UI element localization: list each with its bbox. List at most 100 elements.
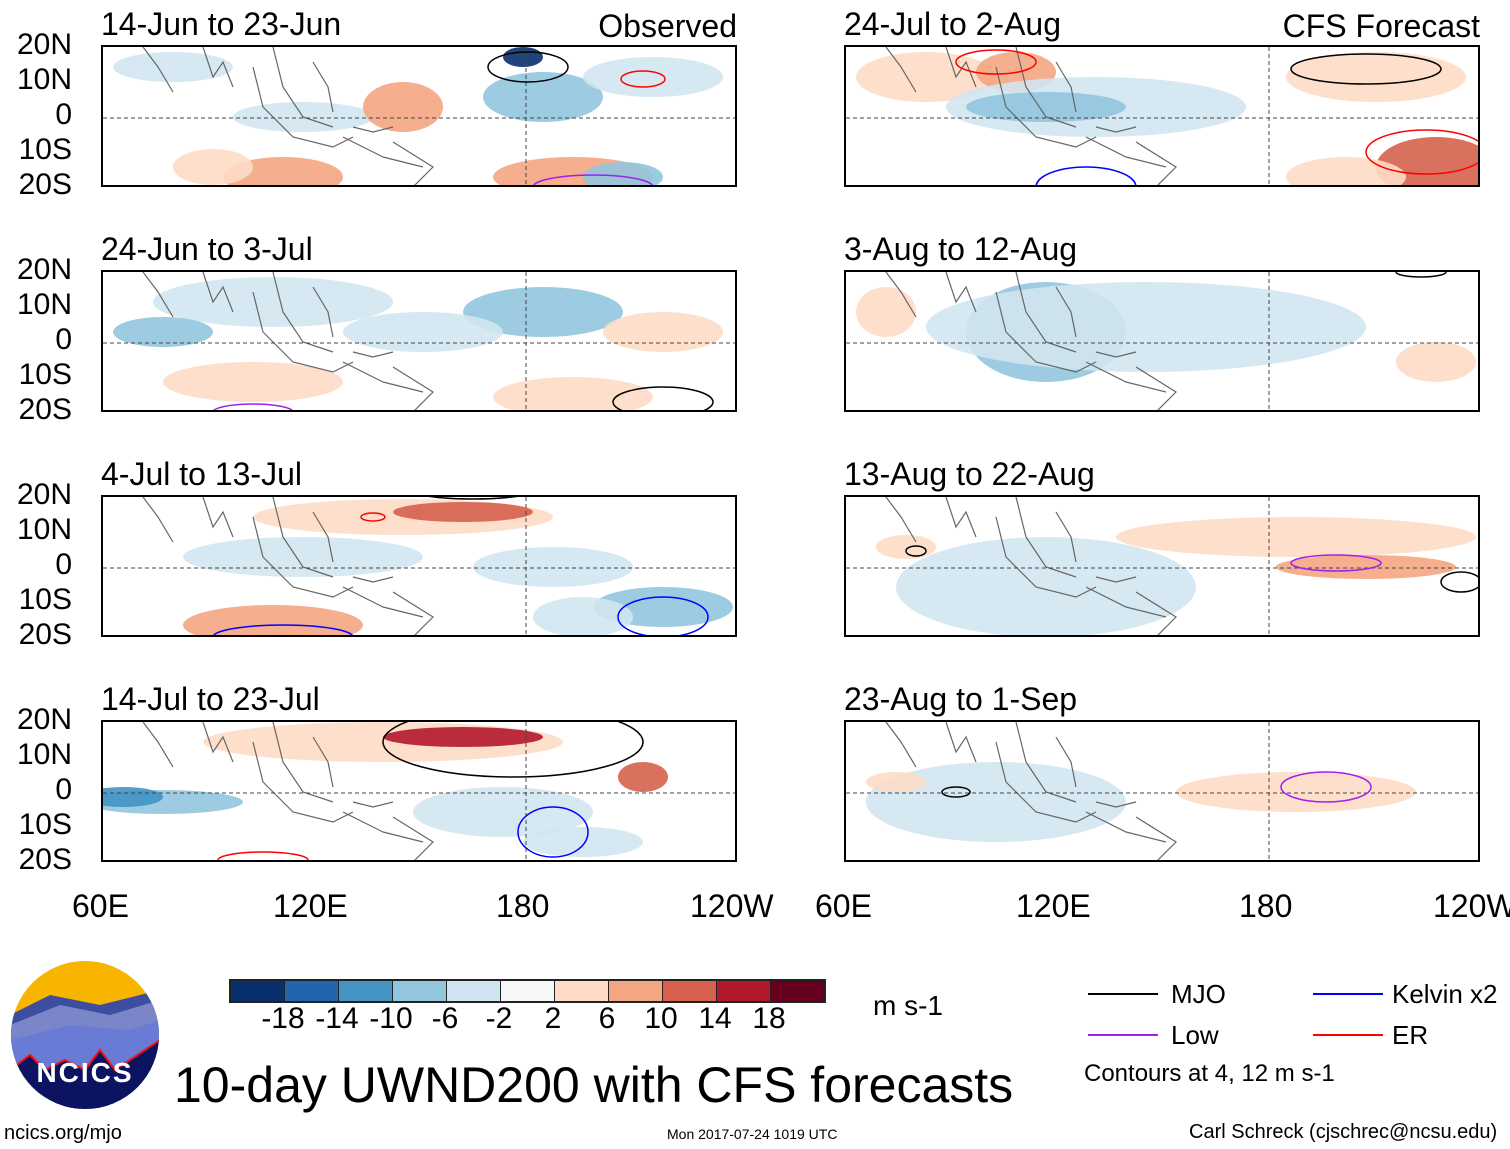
coastline bbox=[142, 497, 434, 635]
anomaly-region bbox=[503, 47, 543, 67]
lon-tick: 120E bbox=[1016, 888, 1091, 924]
lat-tick: 0 bbox=[55, 548, 72, 581]
coastline bbox=[142, 722, 434, 860]
coastline bbox=[142, 272, 434, 410]
anomaly-region bbox=[896, 537, 1196, 635]
lon-tick: 180 bbox=[1239, 888, 1293, 924]
panel-tag: CFS Forecast bbox=[1282, 8, 1480, 44]
contour bbox=[517, 806, 589, 858]
anomaly-region bbox=[1176, 772, 1416, 812]
ncics-logo: NCICS bbox=[11, 961, 159, 1109]
anomaly-region bbox=[363, 82, 443, 132]
anomaly-region bbox=[856, 287, 916, 337]
colorbar-swatch bbox=[609, 981, 663, 1001]
anomaly-region bbox=[113, 317, 213, 347]
anomaly-region bbox=[1276, 555, 1456, 579]
contour bbox=[1440, 571, 1478, 593]
timestamp: Mon 2017-07-24 1019 UTC bbox=[667, 1126, 838, 1142]
lat-tick: 20S bbox=[18, 618, 72, 651]
lon-tick: 120E bbox=[273, 888, 348, 924]
colorbar-tick-label: -6 bbox=[431, 1002, 459, 1035]
anomaly-region bbox=[223, 157, 343, 185]
colorbar-swatch bbox=[501, 981, 555, 1001]
anomaly-region bbox=[1116, 517, 1476, 557]
logo-text: NCICS bbox=[36, 1057, 133, 1088]
anomaly-region bbox=[583, 57, 723, 97]
map-panel bbox=[844, 495, 1480, 637]
colorbar-tick-label: -14 bbox=[315, 1002, 359, 1035]
contour bbox=[487, 51, 569, 83]
anomaly-region bbox=[533, 597, 633, 635]
lon-tick: 120W bbox=[690, 888, 774, 924]
coastline bbox=[142, 47, 434, 185]
coastline bbox=[885, 722, 1177, 860]
contour bbox=[217, 851, 309, 860]
anomaly-region bbox=[493, 377, 653, 410]
anomaly-region bbox=[153, 277, 393, 327]
colorbar-tick-label: 18 bbox=[752, 1002, 786, 1035]
anomaly-region bbox=[183, 605, 363, 635]
panel-title: 3-Aug to 12-Aug bbox=[844, 231, 1078, 267]
contour bbox=[905, 545, 927, 557]
anomaly-region bbox=[1286, 52, 1466, 102]
legend-label-kelvin: Kelvin x2 bbox=[1392, 979, 1498, 1009]
anomaly-region bbox=[113, 52, 233, 82]
contour bbox=[1395, 272, 1447, 278]
contour bbox=[617, 596, 709, 635]
panel-tag: Observed bbox=[598, 8, 737, 44]
lat-tick: 20N bbox=[16, 478, 72, 511]
panel-title: 14-Jun to 23-Jun bbox=[101, 6, 342, 42]
colorbar-swatch bbox=[555, 981, 609, 1001]
anomaly-region bbox=[473, 547, 633, 587]
coastline bbox=[885, 497, 1177, 635]
contour bbox=[612, 386, 714, 410]
anomaly-region bbox=[866, 772, 926, 792]
anomaly-region bbox=[173, 149, 253, 185]
lat-tick: 10N bbox=[16, 738, 72, 771]
contour bbox=[1290, 53, 1442, 85]
anomaly-region bbox=[618, 762, 668, 792]
contour-note: Contours at 4, 12 m s-1 bbox=[1084, 1060, 1335, 1087]
legend-line-mjo bbox=[1088, 993, 1158, 995]
anomaly-region bbox=[483, 72, 603, 122]
contour bbox=[1035, 166, 1137, 185]
lat-tick: 20S bbox=[18, 168, 72, 201]
site-url[interactable]: ncics.org/mjo bbox=[4, 1122, 122, 1144]
lon-tick: 60E bbox=[72, 888, 129, 924]
map-panel bbox=[844, 720, 1480, 862]
legend-label-mjo: MJO bbox=[1171, 979, 1226, 1009]
contour bbox=[212, 624, 354, 635]
colorbar-swatch bbox=[717, 981, 771, 1001]
anomaly-region bbox=[343, 312, 503, 352]
lat-tick: 0 bbox=[55, 98, 72, 131]
anomaly-region bbox=[183, 537, 423, 577]
colorbar-tick-label: 2 bbox=[544, 1002, 562, 1035]
panel-title: 23-Aug to 1-Sep bbox=[844, 681, 1078, 717]
legend-label-er: ER bbox=[1392, 1020, 1429, 1050]
lat-tick: 10N bbox=[16, 63, 72, 96]
colorbar-tick-label: -2 bbox=[485, 1002, 513, 1035]
contour bbox=[382, 722, 644, 778]
map-panel bbox=[101, 720, 737, 862]
contour bbox=[360, 512, 386, 522]
lat-tick: 10S bbox=[18, 808, 72, 841]
colorbar bbox=[229, 979, 826, 1003]
lat-tick: 10S bbox=[18, 583, 72, 616]
map-panel bbox=[844, 270, 1480, 412]
colorbar-tick-label: 10 bbox=[644, 1002, 678, 1035]
anomaly-region bbox=[856, 52, 996, 102]
lon-tick: 60E bbox=[815, 888, 872, 924]
lat-tick: 10N bbox=[16, 513, 72, 546]
lon-tick: 120W bbox=[1433, 888, 1510, 924]
coastline bbox=[885, 47, 1177, 185]
anomaly-region bbox=[463, 287, 623, 337]
anomaly-region bbox=[876, 535, 936, 559]
contour bbox=[532, 174, 654, 185]
anomaly-region bbox=[583, 162, 663, 185]
colorbar-swatch bbox=[663, 981, 717, 1001]
map-panel bbox=[101, 495, 737, 637]
lat-tick: 10S bbox=[18, 133, 72, 166]
panel-title: 4-Jul to 13-Jul bbox=[101, 456, 302, 492]
colorbar-swatch bbox=[393, 981, 447, 1001]
lat-tick: 20N bbox=[16, 703, 72, 736]
